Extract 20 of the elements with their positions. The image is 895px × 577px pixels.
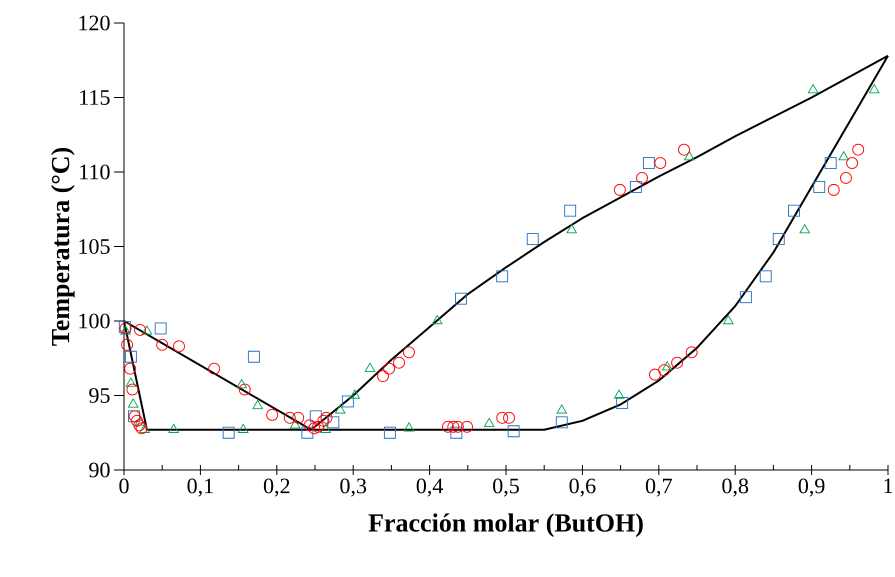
y-tick-label: 90 [89,462,110,478]
y-axis-title: Temperatura (°C) [51,148,75,346]
y-tick-label: 100 [79,314,110,328]
x-tick-label: 0,4 [416,478,444,497]
y-tick-label: 95 [89,388,110,403]
x-tick-label: 0 [119,478,129,494]
x-tick-label: 0,3 [340,478,366,497]
x-tick-label: 0,2 [264,478,290,497]
x-tick-label: 0,5 [493,478,519,497]
x-tick-label: 1 [884,478,892,494]
y-tick-label: 105 [79,239,110,254]
x-tick-label: 0,1 [187,478,213,497]
x-tick-label: 0,6 [569,478,596,497]
x-tick-label: 0,9 [798,478,824,497]
x-tick-label: 0,7 [646,478,672,497]
x-tick-label: 0,8 [722,478,748,497]
y-tick-label: 120 [79,16,110,30]
x-axis-title: Fracción molar (ButOH) [368,513,643,537]
y-tick-label: 115 [80,90,110,105]
y-tick-label: 110 [80,164,110,180]
